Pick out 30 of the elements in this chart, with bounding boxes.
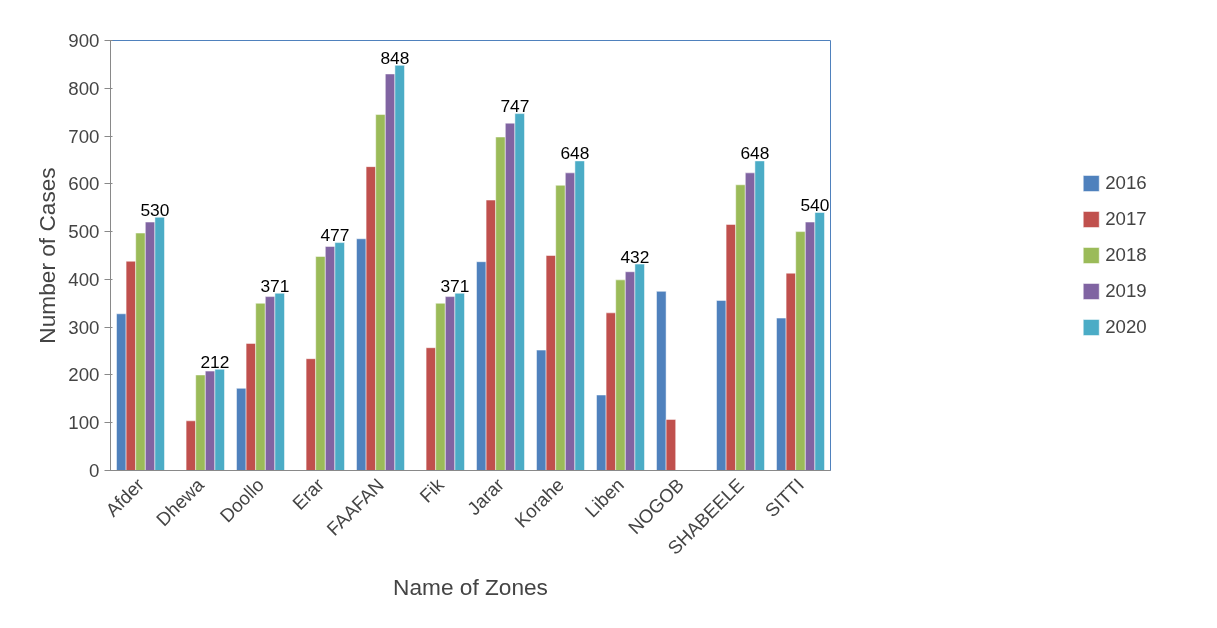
y-tick-label: 700 (68, 125, 100, 147)
legend-label: 2016 (1105, 172, 1147, 194)
legend-label: 2020 (1105, 316, 1147, 338)
legend-label: 2019 (1105, 280, 1147, 302)
y-tick-label: 400 (68, 268, 100, 290)
data-label: 648 (740, 143, 770, 164)
legend-label: 2018 (1105, 244, 1147, 266)
data-label: 432 (620, 246, 650, 267)
data-label: 648 (560, 143, 590, 164)
y-tick-label: 600 (68, 173, 100, 195)
data-label: 540 (800, 195, 830, 216)
x-tick-label: Erar (288, 474, 328, 514)
y-tick-label: 300 (68, 316, 100, 338)
y-tick-label: 0 (89, 460, 100, 481)
y-tick-label: 200 (68, 364, 100, 386)
data-label: 477 (320, 225, 350, 246)
x-tick-label: Fik (415, 473, 449, 507)
legend-label: 2017 (1105, 208, 1147, 230)
y-axis-title: Number of Cases (34, 167, 61, 344)
data-label: 530 (140, 199, 170, 220)
data-label: 371 (440, 275, 470, 296)
data-label: 371 (260, 275, 290, 296)
y-tick-label: 500 (68, 221, 100, 243)
data-label: 212 (200, 351, 230, 372)
y-tick-label: 900 (68, 30, 100, 51)
data-label: 747 (500, 96, 530, 117)
data-label: 848 (380, 47, 410, 68)
x-axis-title: Name of Zones (393, 574, 548, 601)
y-tick-label: 100 (68, 412, 100, 434)
y-tick-label: 800 (68, 77, 100, 99)
